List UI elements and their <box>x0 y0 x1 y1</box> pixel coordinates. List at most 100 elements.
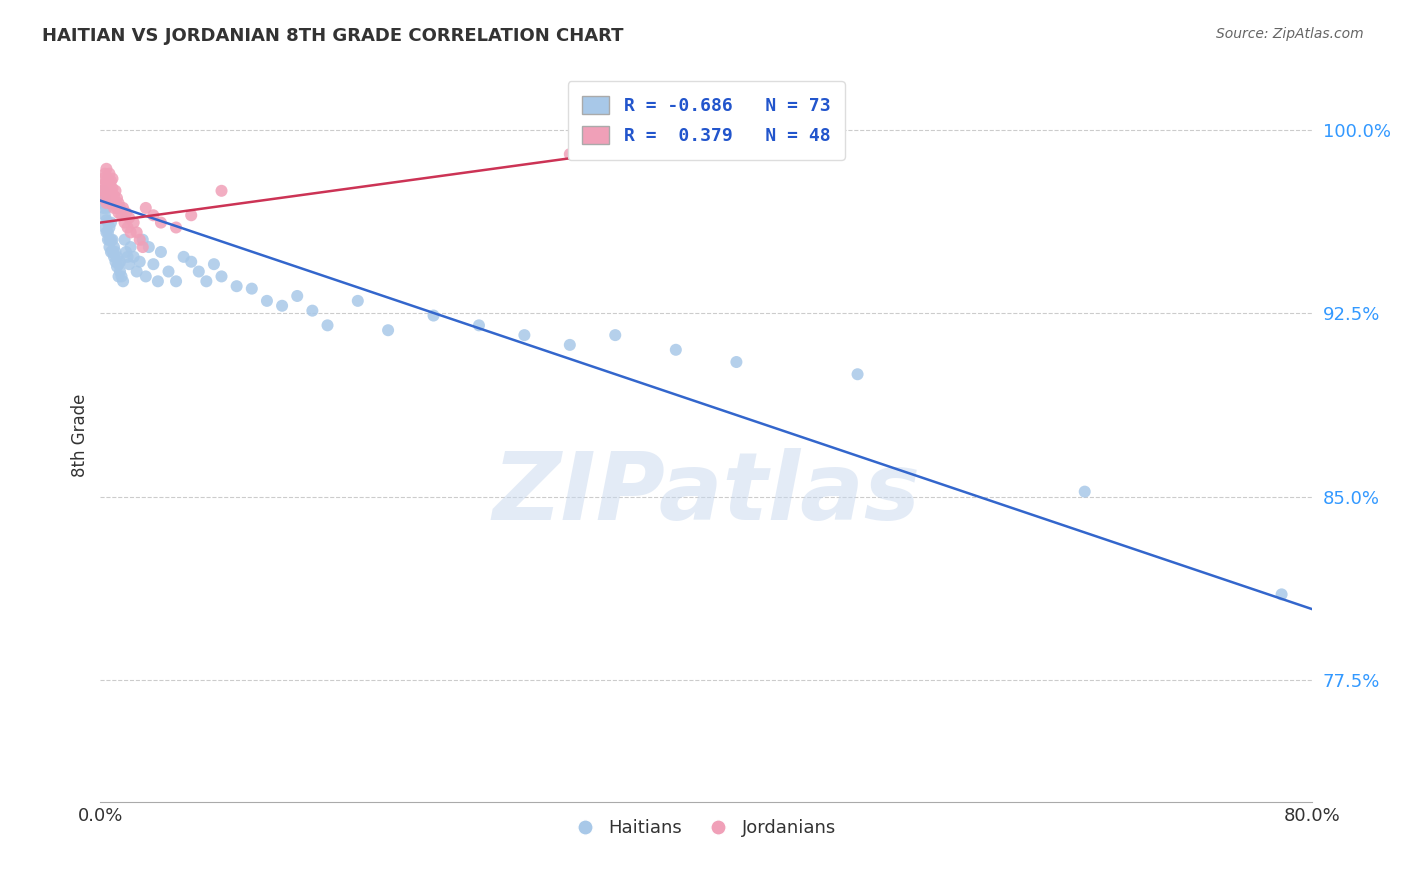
Point <box>105 260 128 274</box>
Point <box>122 216 145 230</box>
Point <box>377 323 399 337</box>
Point <box>97 191 120 205</box>
Point <box>103 201 125 215</box>
Point <box>558 338 581 352</box>
Point <box>665 343 688 357</box>
Point <box>125 264 148 278</box>
Point <box>256 293 278 308</box>
Point <box>125 226 148 240</box>
Point <box>98 220 121 235</box>
Point <box>173 250 195 264</box>
Point <box>90 196 112 211</box>
Point <box>101 171 124 186</box>
Point <box>97 226 120 240</box>
Text: ZIPatlas: ZIPatlas <box>492 448 920 540</box>
Point <box>97 216 120 230</box>
Point <box>180 254 202 268</box>
Point <box>346 293 368 308</box>
Point <box>96 201 118 215</box>
Point <box>146 274 169 288</box>
Point <box>1073 484 1095 499</box>
Point <box>93 171 115 186</box>
Point <box>101 191 124 205</box>
Point <box>104 254 127 268</box>
Point <box>98 240 121 254</box>
Point <box>225 279 247 293</box>
Point <box>105 201 128 215</box>
Point <box>90 184 112 198</box>
Point <box>132 240 155 254</box>
Point <box>122 250 145 264</box>
Point <box>107 206 129 220</box>
Point <box>120 226 142 240</box>
Point <box>94 191 117 205</box>
Point <box>149 244 172 259</box>
Text: HAITIAN VS JORDANIAN 8TH GRADE CORRELATION CHART: HAITIAN VS JORDANIAN 8TH GRADE CORRELATI… <box>42 27 624 45</box>
Point <box>94 177 117 191</box>
Point <box>135 269 157 284</box>
Point <box>115 206 138 220</box>
Point <box>118 211 141 225</box>
Point <box>96 177 118 191</box>
Point <box>138 240 160 254</box>
Point <box>100 184 122 198</box>
Point <box>187 264 209 278</box>
Point <box>112 201 135 215</box>
Point <box>100 216 122 230</box>
Point <box>105 191 128 205</box>
Point <box>149 216 172 230</box>
Point <box>211 269 233 284</box>
Point <box>142 257 165 271</box>
Point <box>93 201 115 215</box>
Point <box>100 196 122 211</box>
Point <box>107 196 129 211</box>
Point <box>96 196 118 211</box>
Point <box>180 208 202 222</box>
Point <box>103 250 125 264</box>
Point <box>558 147 581 161</box>
Point <box>128 254 150 268</box>
Point <box>118 257 141 271</box>
Point <box>107 269 129 284</box>
Point <box>135 201 157 215</box>
Point <box>97 233 120 247</box>
Point <box>115 244 138 259</box>
Point <box>112 274 135 288</box>
Point <box>513 328 536 343</box>
Point <box>108 254 131 268</box>
Point <box>100 174 122 188</box>
Point <box>98 167 121 181</box>
Point <box>110 269 132 284</box>
Point <box>96 161 118 176</box>
Point <box>211 184 233 198</box>
Y-axis label: 8th Grade: 8th Grade <box>72 393 89 477</box>
Legend: Haitians, Jordanians: Haitians, Jordanians <box>569 812 844 845</box>
Point <box>110 208 132 222</box>
Point <box>93 191 115 205</box>
Point <box>422 309 444 323</box>
Point <box>94 184 117 198</box>
Point <box>202 257 225 271</box>
Point <box>128 233 150 247</box>
Point <box>100 244 122 259</box>
Point <box>120 240 142 254</box>
Point <box>132 233 155 247</box>
Point <box>114 233 136 247</box>
Point <box>108 201 131 215</box>
Point <box>98 177 121 191</box>
Point <box>108 264 131 278</box>
Point <box>468 318 491 333</box>
Point <box>97 171 120 186</box>
Point <box>98 186 121 201</box>
Point <box>97 181 120 195</box>
Point <box>142 208 165 222</box>
Point <box>104 184 127 198</box>
Point <box>165 220 187 235</box>
Point <box>98 233 121 247</box>
Point <box>301 303 323 318</box>
Point <box>101 233 124 247</box>
Point <box>93 184 115 198</box>
Point <box>271 299 294 313</box>
Point <box>94 220 117 235</box>
Point <box>157 264 180 278</box>
